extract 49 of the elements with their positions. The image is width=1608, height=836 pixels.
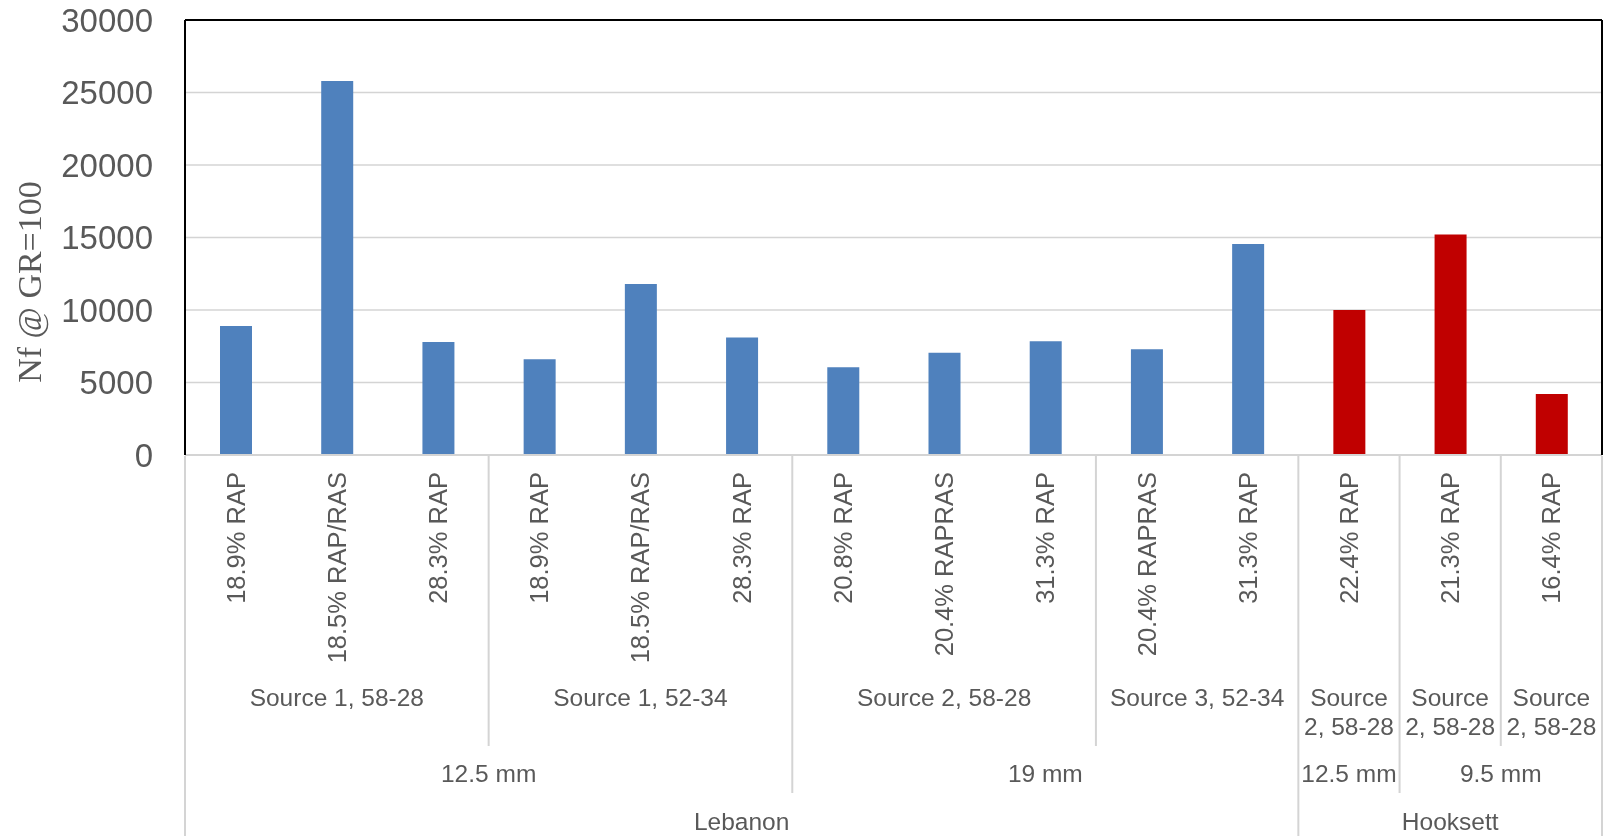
x-tick-label: 21.3% RAP <box>1436 472 1465 604</box>
bar <box>928 352 961 455</box>
y-tick-label: 20000 <box>61 146 153 184</box>
bar <box>1333 310 1366 455</box>
x-tick-label: 28.3% RAP <box>727 472 756 604</box>
bar <box>726 337 759 455</box>
x-tick-label: 22.4% RAP <box>1334 472 1363 604</box>
source-note: Source 2, 58-28 <box>856 683 1032 711</box>
y-axis-title: Nf @ GR=100 <box>10 181 49 383</box>
bar <box>321 80 354 455</box>
text: 9.5 mm <box>1459 759 1542 787</box>
text: Hooksett <box>1401 807 1499 835</box>
y-tick-label: 25000 <box>61 74 153 112</box>
x-tick-label: 31.3% RAP <box>1233 472 1262 604</box>
source-note: Source 2, 58-28 <box>1506 683 1597 740</box>
bar <box>1535 394 1568 455</box>
source-note: Source 1, 52-34 <box>553 683 728 711</box>
text: Lebanon <box>693 807 790 835</box>
bar <box>1029 341 1062 455</box>
bar <box>827 367 860 455</box>
text: 19 mm <box>1007 759 1083 787</box>
source-note: Source 3, 52-34 <box>1109 683 1285 711</box>
bar <box>220 325 252 455</box>
source-note: Source 1, 58-28 <box>249 683 424 711</box>
bar <box>523 359 556 455</box>
x-tick-label: 28.3% RAP <box>424 472 453 604</box>
bar <box>422 341 455 455</box>
bar <box>1434 234 1467 455</box>
bar <box>624 283 657 455</box>
source-note: Source 2, 58-28 <box>1405 683 1496 740</box>
x-tick-label: 18.9% RAP <box>525 472 554 604</box>
x-tick-label: 16.4% RAP <box>1537 472 1566 604</box>
bar <box>1232 244 1265 455</box>
x-tick-label: 18.5% RAP/RAS <box>322 472 351 664</box>
x-tick-label: 18.5% RAP/RAS <box>626 472 655 664</box>
y-tick-label: 30000 <box>61 1 153 39</box>
text: 12.5 mm <box>440 759 537 787</box>
x-tick-label: 20.4% RAPRAS <box>930 472 959 657</box>
x-tick-label: 20.8% RAP <box>828 472 857 604</box>
x-tick-label: 18.9% RAP <box>221 472 250 604</box>
x-tick-label: 31.3% RAP <box>1031 472 1060 604</box>
y-tick-label: 0 <box>134 436 153 474</box>
y-tick-label: 10000 <box>61 291 153 329</box>
y-tick-label: 15000 <box>61 219 153 257</box>
source-note: Source 2, 58-28 <box>1304 683 1394 740</box>
x-tick-label: 20.4% RAPRAS <box>1132 472 1161 657</box>
y-tick-label: 5000 <box>79 364 153 402</box>
text: 12.5 mm <box>1301 759 1397 787</box>
bar <box>1130 349 1163 455</box>
